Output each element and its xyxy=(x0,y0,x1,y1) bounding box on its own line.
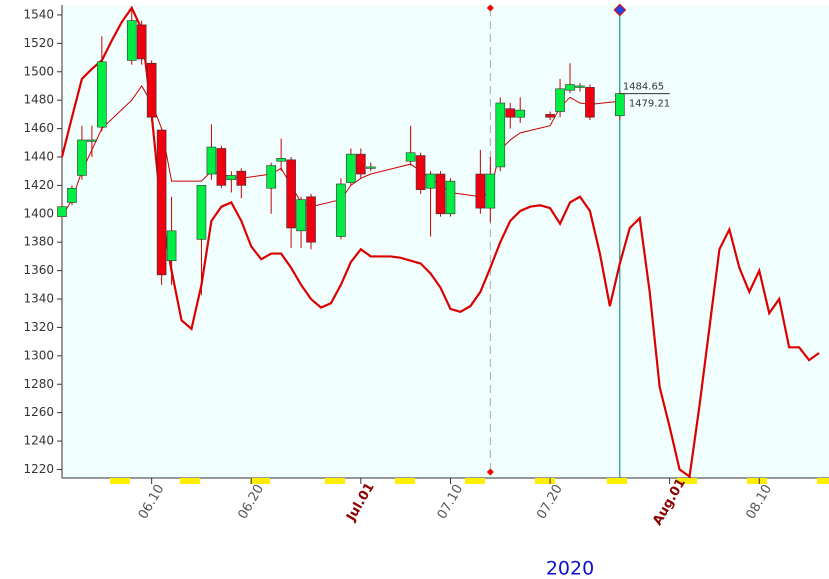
candle-body xyxy=(495,102,506,168)
candle-body xyxy=(475,173,486,209)
candle-body xyxy=(515,109,526,118)
x-tick-label: 07.10 xyxy=(435,482,467,522)
divider-diamond xyxy=(486,468,494,476)
candle-body xyxy=(236,170,247,186)
y-tick-label: 1240 xyxy=(23,434,54,448)
candle-body xyxy=(615,93,625,117)
candle-body xyxy=(136,24,147,60)
y-tick-label: 1400 xyxy=(23,206,54,220)
candle-body xyxy=(435,173,446,215)
x-tick-label: Jul.01 xyxy=(343,480,377,524)
x-tick-label: 07.20 xyxy=(534,482,566,522)
x-tick-label: 06.10 xyxy=(136,482,168,522)
x-tick-label: 06.20 xyxy=(235,482,267,522)
candle-body xyxy=(505,108,516,118)
line-series xyxy=(60,5,820,479)
candle-body xyxy=(276,158,286,162)
candle-body xyxy=(485,173,496,209)
divider-diamond xyxy=(486,4,494,12)
candle-body xyxy=(555,88,565,112)
y-tick-label: 1220 xyxy=(23,462,54,476)
candle-body xyxy=(545,114,555,118)
ma-label: 1479.21 xyxy=(629,98,670,109)
candle-body xyxy=(67,187,77,203)
y-tick-label: 1420 xyxy=(23,178,54,192)
candle-body xyxy=(77,139,87,176)
weekend-markers xyxy=(110,478,829,484)
candle-body xyxy=(575,85,585,88)
candle-body xyxy=(415,155,426,190)
line-series xyxy=(61,85,620,217)
candle-body xyxy=(206,146,217,175)
y-tick-label: 1500 xyxy=(23,64,54,78)
y-tick-label: 1540 xyxy=(23,7,54,21)
candle-body xyxy=(356,153,366,175)
plot-area xyxy=(62,5,829,478)
candle-body xyxy=(286,159,296,229)
y-tick-label: 1340 xyxy=(23,292,54,306)
x-tick-label: 08.10 xyxy=(743,482,775,522)
candle-body xyxy=(585,87,595,118)
candle-body xyxy=(87,139,97,142)
candle-body xyxy=(216,148,227,186)
candle-body xyxy=(57,206,67,217)
candle-body xyxy=(196,185,207,240)
candle-body xyxy=(346,153,356,183)
candle-body xyxy=(405,152,416,162)
candle-body xyxy=(336,183,346,237)
candle-body xyxy=(266,165,276,189)
y-tick-label: 1300 xyxy=(23,348,54,362)
y-tick-label: 1480 xyxy=(23,93,54,107)
candle-body xyxy=(166,230,177,261)
year-label: 2020 xyxy=(546,558,594,579)
candle-body xyxy=(156,129,167,276)
y-tick-label: 1260 xyxy=(23,405,54,419)
candle-body xyxy=(306,196,316,243)
y-tick-label: 1380 xyxy=(23,235,54,249)
candle-body xyxy=(296,199,306,232)
y-tick-label: 1280 xyxy=(23,377,54,391)
last-price-label: 1484.65 xyxy=(623,82,664,93)
candle-body xyxy=(97,61,107,128)
candle-body xyxy=(226,175,237,181)
y-tick-label: 1320 xyxy=(23,320,54,334)
y-tick-label: 1520 xyxy=(23,36,54,50)
y-tick-label: 1460 xyxy=(23,121,54,135)
candle-body xyxy=(445,180,456,215)
candle-body xyxy=(565,84,575,91)
candle-body xyxy=(126,20,137,61)
candle-body xyxy=(146,62,157,118)
candle-body xyxy=(425,173,436,189)
y-tick-label: 1360 xyxy=(23,263,54,277)
candle-body xyxy=(365,166,376,169)
cursor-diamond xyxy=(613,3,627,17)
y-tick-label: 1440 xyxy=(23,149,54,163)
